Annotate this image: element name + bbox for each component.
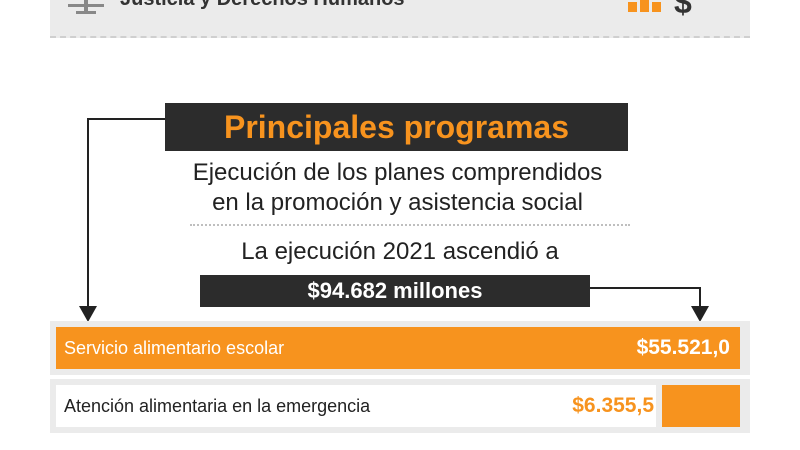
scales-of-justice-icon <box>68 0 104 14</box>
bar <box>662 385 740 427</box>
bar-value-label: $55.521,0 <box>636 336 730 359</box>
bar-value-label: $6.355,5 <box>572 394 654 417</box>
section-title: Justicia y Derechos Humanos <box>120 0 405 11</box>
bar-category-label: Servicio alimentario escolar <box>64 338 285 358</box>
bar-chart-icon <box>628 0 661 12</box>
execution-total: $94.682 millones <box>200 275 590 307</box>
bar-category-label: Atención alimentaria en la emergencia <box>64 396 371 416</box>
left-connector-line <box>87 118 165 312</box>
currency-symbol: $ <box>674 0 692 20</box>
chart-subtitle: Ejecución de los planes comprendidos en … <box>160 158 635 218</box>
section-header: Justicia y Derechos Humanos $ <box>50 0 750 38</box>
right-connector-line <box>590 287 701 312</box>
chart-title: Principales programas <box>165 103 628 151</box>
bar <box>56 327 740 369</box>
bar-label-panel <box>56 385 656 427</box>
subtitle-line-2: en la promoción y asistencia social <box>212 189 583 216</box>
dotted-separator <box>190 224 630 226</box>
subtitle-line-1: Ejecución de los planes comprendidos <box>192 159 603 186</box>
right-arrowhead <box>691 306 709 322</box>
execution-text: La ejecución 2021 ascendió a <box>241 238 559 265</box>
left-arrowhead <box>79 306 97 322</box>
